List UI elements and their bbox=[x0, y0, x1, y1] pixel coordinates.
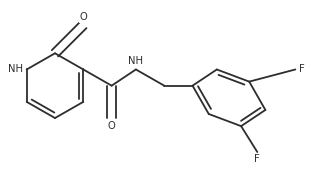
Text: NH: NH bbox=[8, 64, 23, 75]
Text: O: O bbox=[108, 121, 116, 131]
Text: NH: NH bbox=[128, 56, 143, 66]
Text: O: O bbox=[80, 12, 87, 22]
Text: F: F bbox=[254, 155, 260, 164]
Text: F: F bbox=[298, 64, 304, 75]
